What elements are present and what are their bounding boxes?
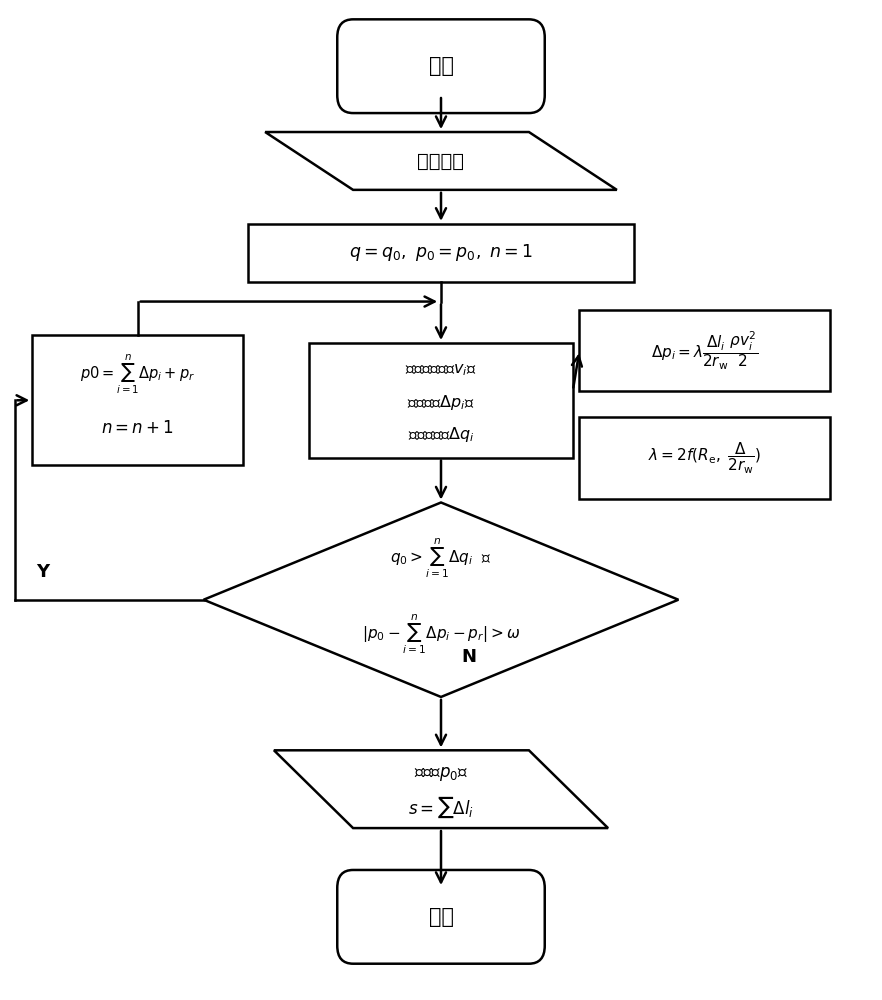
Text: $\lambda=2f(R_{\rm e},\ \dfrac{\Delta}{2r_{\rm w}})$: $\lambda=2f(R_{\rm e},\ \dfrac{\Delta}{2…	[648, 440, 761, 476]
Text: $n=n+1$: $n=n+1$	[101, 419, 174, 437]
Text: 结束: 结束	[429, 907, 453, 927]
Polygon shape	[204, 502, 678, 697]
FancyBboxPatch shape	[337, 19, 545, 113]
Text: $\Delta p_i = \lambda\dfrac{\Delta l_i}{2r_{\rm w}}\dfrac{\rho v_i^2}{2}$: $\Delta p_i = \lambda\dfrac{\Delta l_i}{…	[651, 329, 759, 372]
Text: $q_0>\sum_{i=1}^{n}\Delta q_i$  或: $q_0>\sum_{i=1}^{n}\Delta q_i$ 或	[390, 536, 492, 580]
Bar	[579, 310, 830, 391]
Text: 开始: 开始	[429, 56, 453, 76]
Text: $q=q_0,\ p_0=p_0,\ n=1$: $q=q_0,\ p_0=p_0,\ n=1$	[349, 242, 533, 263]
Text: N: N	[461, 648, 476, 666]
Text: $|p_0-\sum_{i=1}^{n}\Delta p_i - p_r|>\omega$: $|p_0-\sum_{i=1}^{n}\Delta p_i - p_r|>\o…	[362, 613, 520, 656]
Text: 各段摩阻$\Delta p_i$；: 各段摩阻$\Delta p_i$；	[407, 393, 475, 412]
Bar	[579, 417, 830, 499]
FancyBboxPatch shape	[337, 870, 545, 964]
Polygon shape	[265, 132, 617, 190]
Bar	[32, 335, 243, 465]
Text: 输入数据: 输入数据	[417, 151, 465, 170]
Text: 输出：$p_0$，: 输出：$p_0$，	[414, 765, 468, 783]
Text: Y: Y	[36, 563, 49, 581]
Bar	[309, 343, 573, 458]
Bar	[248, 224, 634, 282]
Text: $s=\sum\Delta l_i$: $s=\sum\Delta l_i$	[408, 794, 474, 820]
Text: $p0=\sum_{i=1}^{n}\Delta p_i + p_r$: $p0=\sum_{i=1}^{n}\Delta p_i + p_r$	[80, 353, 195, 396]
Text: 各段滤失量$\Delta q_i$: 各段滤失量$\Delta q_i$	[407, 425, 475, 444]
Polygon shape	[274, 750, 608, 828]
Text: 计算流速各段$v_i$；: 计算流速各段$v_i$；	[405, 363, 477, 378]
